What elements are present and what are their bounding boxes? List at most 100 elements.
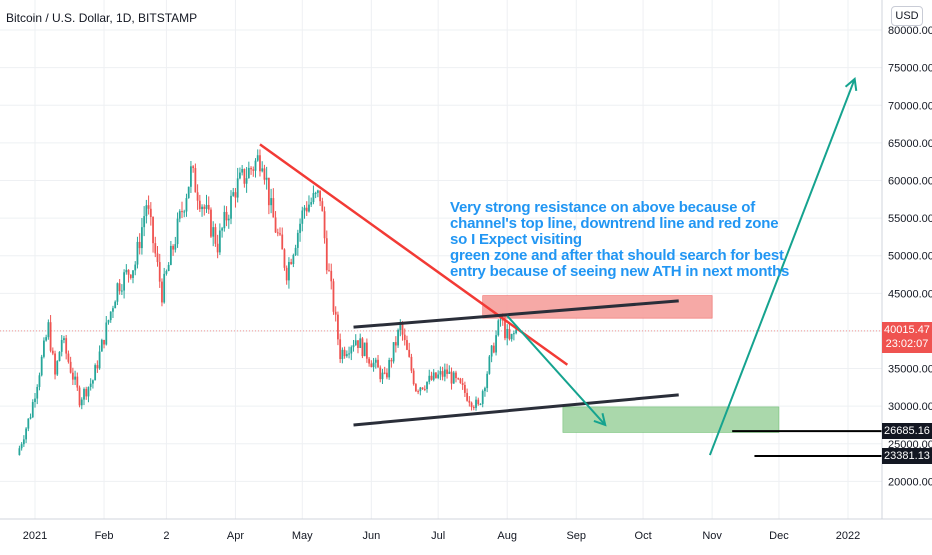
candle-body bbox=[437, 374, 440, 378]
candle-body bbox=[312, 193, 315, 203]
candle-body bbox=[283, 249, 286, 268]
chart-title: Bitcoin / U.S. Dollar, 1D, BITSTAMP bbox=[6, 11, 198, 25]
candle-body bbox=[40, 356, 43, 376]
x-tick-label: Sep bbox=[566, 530, 586, 542]
arrow-up bbox=[708, 78, 856, 456]
x-tick-label: Jun bbox=[362, 530, 380, 542]
currency-button[interactable]: USD bbox=[891, 6, 923, 26]
candle-body bbox=[190, 166, 192, 187]
candle-body bbox=[341, 349, 344, 360]
candle-body bbox=[225, 211, 228, 221]
candle-body bbox=[34, 398, 36, 403]
channel-top-line bbox=[353, 299, 679, 329]
candle-body bbox=[332, 281, 335, 312]
candle-body bbox=[328, 270, 330, 272]
candle-body bbox=[247, 167, 250, 179]
candle-body bbox=[386, 372, 388, 378]
candle-body bbox=[158, 262, 161, 282]
candle-body bbox=[345, 354, 348, 357]
candle-body bbox=[374, 359, 377, 363]
candle-body bbox=[152, 217, 154, 244]
candle-body bbox=[379, 367, 382, 380]
candle-body bbox=[118, 283, 121, 292]
x-tick-label: Nov bbox=[702, 530, 722, 542]
support-zone bbox=[562, 406, 780, 433]
candle-body bbox=[176, 218, 179, 245]
candle-body bbox=[96, 365, 99, 369]
candle-body bbox=[65, 338, 68, 354]
candle-body bbox=[305, 207, 308, 212]
candle-body bbox=[145, 205, 148, 217]
y-tick-label: 50000.00 bbox=[888, 251, 932, 263]
candle-body bbox=[63, 338, 65, 341]
candle-body bbox=[490, 345, 493, 357]
candle-body bbox=[172, 245, 174, 250]
candle-body bbox=[463, 384, 466, 393]
candle-body bbox=[354, 340, 357, 346]
candle-body bbox=[443, 369, 446, 377]
candle-body bbox=[221, 228, 224, 231]
candle-body bbox=[245, 178, 248, 184]
candle-body bbox=[94, 365, 97, 381]
candle-body bbox=[56, 361, 59, 375]
candle-body bbox=[361, 338, 364, 357]
x-tick-label: 2021 bbox=[23, 530, 47, 542]
candle-body bbox=[459, 378, 462, 384]
candle-body bbox=[261, 168, 264, 172]
candle-body bbox=[236, 178, 239, 198]
x-tick-label: Dec bbox=[769, 530, 789, 542]
candle-body bbox=[276, 232, 279, 234]
candle-body bbox=[477, 399, 480, 405]
candle-body bbox=[321, 201, 324, 212]
candle-body bbox=[230, 195, 232, 219]
annotation-line: entry because of seeing new ATH in next … bbox=[450, 263, 790, 280]
candle-body bbox=[299, 223, 301, 233]
candle-body bbox=[292, 255, 295, 265]
candle-body bbox=[432, 372, 435, 380]
arrow-down-head bbox=[593, 413, 607, 427]
price-axis-background bbox=[882, 0, 932, 550]
x-tick-label: Oct bbox=[635, 530, 652, 542]
candle-body bbox=[504, 320, 506, 339]
candle-body bbox=[134, 264, 137, 271]
candle-body bbox=[325, 238, 328, 271]
candle-body bbox=[58, 351, 61, 362]
arrow-down bbox=[506, 315, 606, 426]
candle-body bbox=[390, 360, 393, 362]
candle-body bbox=[69, 361, 72, 373]
candle-body bbox=[397, 330, 399, 346]
candle-body bbox=[399, 323, 402, 331]
candle-body bbox=[29, 417, 32, 419]
candle-body bbox=[161, 281, 163, 303]
candle-body bbox=[201, 206, 203, 210]
candle-body bbox=[98, 351, 101, 369]
candle-body bbox=[149, 208, 152, 218]
y-tick-label: 60000.00 bbox=[888, 175, 932, 187]
channel-bottom-line bbox=[353, 393, 679, 427]
candle-body bbox=[337, 314, 339, 340]
candle-body bbox=[352, 345, 355, 348]
candle-body bbox=[109, 311, 112, 321]
candle-body bbox=[430, 375, 433, 380]
candle-body bbox=[67, 353, 70, 362]
candle-body bbox=[310, 202, 313, 205]
candle-body bbox=[288, 262, 290, 281]
candle-body bbox=[243, 169, 246, 184]
candle-body bbox=[472, 407, 475, 409]
candle-body bbox=[497, 320, 500, 336]
candle-body bbox=[377, 359, 379, 368]
candle-body bbox=[196, 192, 199, 201]
candle-body bbox=[267, 177, 270, 206]
candle-body bbox=[54, 353, 56, 375]
candle-body bbox=[60, 340, 63, 352]
candle-body bbox=[319, 190, 322, 202]
candle-body bbox=[457, 378, 460, 380]
candle-body bbox=[274, 217, 277, 233]
candle-body bbox=[314, 192, 317, 194]
candle-body bbox=[515, 329, 518, 334]
candle-body bbox=[448, 371, 451, 374]
candle-body bbox=[343, 349, 346, 357]
drawings bbox=[259, 76, 882, 457]
candle-body bbox=[45, 337, 48, 341]
